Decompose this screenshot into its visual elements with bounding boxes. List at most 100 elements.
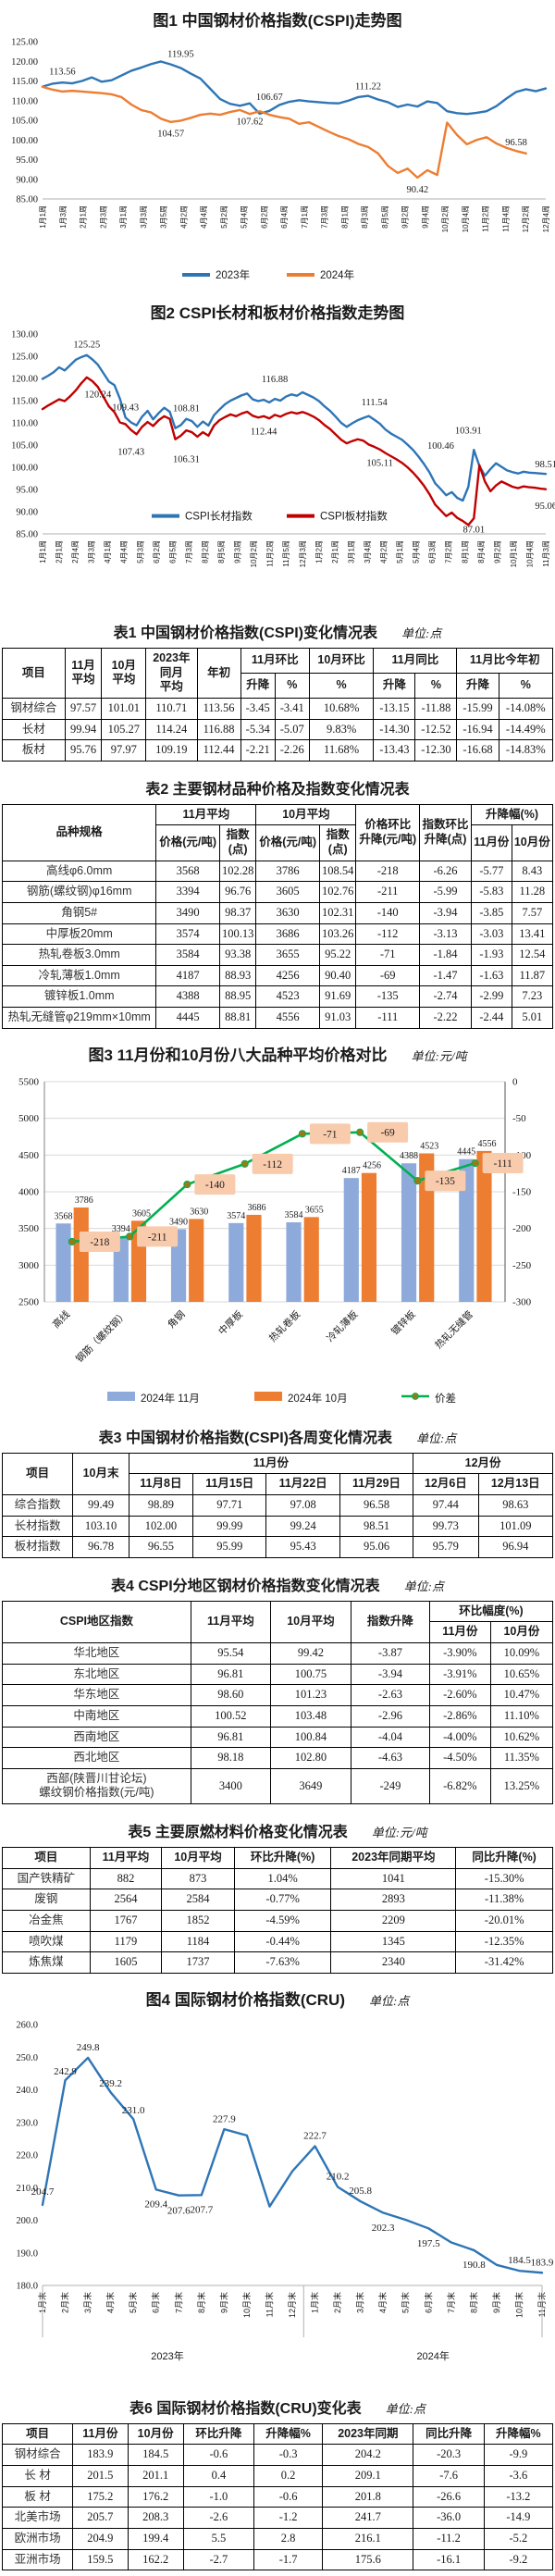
- table-cell: -112: [355, 923, 420, 946]
- row-header-cell: 喷吹煤: [2, 1930, 91, 1953]
- figure-1-section: 图1 中国钢材价格指数(CSPI)走势图 125.00 120.00 115.00 1…: [0, 0, 555, 292]
- table-cell: 91.69: [318, 985, 357, 1008]
- chart-label: 7月2周: [445, 540, 453, 564]
- table-header-cell: 11月环比: [240, 648, 310, 674]
- chart-label: -135: [436, 1176, 455, 1187]
- table-cell: 102.80: [269, 1747, 352, 1769]
- figure-1-title: 图1 中国钢材价格指数(CSPI)走势图: [0, 0, 555, 32]
- chart-label: -150: [512, 1186, 532, 1197]
- chart-label: 95.00: [16, 486, 38, 496]
- chart-label: 4187: [342, 1166, 361, 1176]
- table-cell: -13.15: [373, 697, 416, 720]
- table-cell: 873: [161, 1867, 235, 1890]
- row-header-cell: 中南地区: [2, 1704, 191, 1728]
- table-cell: -249: [350, 1767, 430, 1805]
- table-header-row: 项目 11月份 10月份 环比升降 升降幅% 2023年同期 同比升降 升降幅%: [1, 2422, 554, 2446]
- table-header-cell: 项目: [2, 648, 66, 699]
- table-cell: 97.97: [101, 739, 147, 762]
- table-cell: 3655: [255, 944, 320, 966]
- chart-label: 9月2周: [401, 205, 410, 229]
- table-header-cell: 11月8日: [128, 1473, 194, 1495]
- table-cell: -3.85: [471, 901, 512, 924]
- table-cell: 2209: [330, 1909, 457, 1932]
- bar-nov-角钢: [170, 1229, 187, 1302]
- chart-label: 3655: [305, 1205, 324, 1215]
- row-header-cell: 亚洲市场: [1, 2548, 74, 2571]
- row-header-cell: 欧洲市场: [1, 2527, 74, 2550]
- table-cell: -13.2: [483, 2485, 554, 2508]
- chart-label: -200: [512, 1223, 532, 1234]
- table-row: 华东地区 98.60 101.23 -2.63 -2.60% 10.47%: [2, 1684, 554, 1706]
- table-cell: 103.10: [72, 1515, 130, 1538]
- figure-3-title-text: 图3 11月份和10月份八大品种平均价格对比: [88, 1046, 388, 1064]
- table-cell: 96.94: [477, 1536, 554, 1558]
- table-cell: 3686: [255, 923, 320, 946]
- chart-label: 4256: [363, 1160, 381, 1170]
- row-header-cell: 中厚板20mm: [1, 923, 157, 946]
- chart-label: 3394: [112, 1224, 130, 1234]
- chart-label: 4556: [477, 1139, 496, 1149]
- bar-oct-热轧无缝管: [476, 1150, 492, 1302]
- table-cell: -5.2: [483, 2527, 554, 2550]
- table-header-cell: 10月平均: [161, 1847, 235, 1869]
- chart-label: 2月1周: [331, 540, 339, 564]
- table-cell: 8.43: [511, 860, 554, 883]
- chart-label: -300: [512, 1296, 532, 1307]
- table-cell: -1.47: [418, 964, 473, 987]
- chart-label: 190.0: [16, 2248, 38, 2259]
- table-header-row: 升降%% 升降% 升降%: [3, 672, 554, 699]
- chart-label: 3490: [169, 1217, 188, 1227]
- table-row: 中南地区 100.52 103.48 -2.96 -2.86% 11.10%: [2, 1704, 554, 1728]
- table-cell: -7.6: [413, 2465, 485, 2487]
- table-cell: 91.03: [318, 1007, 357, 1029]
- chart-label: 4388: [400, 1151, 418, 1161]
- table-row: 喷吹煤 1179 1184 -0.44% 1345 -12.35%: [2, 1930, 553, 1953]
- chart-label: 11月4周: [501, 205, 510, 232]
- table-header-cell: 升降: [373, 672, 416, 699]
- table-cell: -16.68: [456, 739, 500, 762]
- bar-oct-角钢: [189, 1218, 204, 1302]
- table-cell: 2340: [330, 1951, 457, 1974]
- table-cell: -2.63: [350, 1684, 430, 1706]
- chart-label: 3568: [55, 1211, 73, 1221]
- bar-nov-热轧卷板: [286, 1221, 302, 1302]
- table-header-cell: %: [414, 672, 458, 699]
- chart-label: 8月4周: [477, 540, 486, 564]
- table-cell: 1179: [89, 1930, 163, 1953]
- table-cell: -71: [355, 944, 420, 966]
- chart-label: 6月3周: [428, 540, 437, 564]
- series-line-2023年: [41, 60, 548, 116]
- chart-label: 8月3周: [361, 205, 369, 229]
- cspi-change-table: 项目 11月 平均 10月 平均 2023年 同月 平均 年初 11月环比 10月环比 11月…: [2, 648, 554, 762]
- chart-label: 6月2周: [153, 540, 161, 564]
- chart-label: 240.0: [16, 2086, 38, 2096]
- table-cell: -6.26: [418, 860, 473, 883]
- chart-label: 125.25: [73, 341, 100, 351]
- table-cell: 10.68%: [308, 697, 375, 720]
- table-cell: 10.47%: [489, 1684, 554, 1706]
- chart-label: 5月末: [401, 2292, 411, 2313]
- table-cell: 95.43: [265, 1536, 340, 1558]
- table-cell: 98.37: [218, 901, 257, 924]
- table-cell: 3400: [190, 1767, 271, 1805]
- table-cell: -12.52: [414, 718, 458, 741]
- chart-label: 190.8: [462, 2260, 486, 2271]
- table-cell: -1.84: [418, 944, 473, 966]
- table-cell: -14.9: [483, 2507, 554, 2529]
- table-5-section: 表5 主要原燃材料价格变化情况表 单位:元/吨 项目 11月平均 10月平均 环比升降…: [0, 1810, 555, 1979]
- chart-label: 105.11: [366, 459, 393, 469]
- table-cell: 162.2: [127, 2548, 184, 2571]
- table-cell: -135: [355, 985, 420, 1008]
- table-header-cell: 指数环比 升降(点): [418, 803, 473, 861]
- table-header-cell: 11月份: [128, 1452, 414, 1475]
- chart-label: 105.00: [11, 441, 38, 452]
- chart-label: 3月3周: [140, 205, 148, 229]
- row-header-cell: 国产铁精矿: [2, 1867, 91, 1890]
- table-cell: -2.60%: [428, 1684, 491, 1706]
- chart-label: 8月5周: [381, 205, 389, 229]
- table-cell: 184.5: [127, 2444, 184, 2466]
- chart-label: 5月4周: [413, 540, 421, 564]
- table-header-cell: 11月平均: [190, 1600, 271, 1644]
- table-cell: -4.59%: [233, 1909, 332, 1932]
- chart-label: 239.2: [99, 2078, 122, 2089]
